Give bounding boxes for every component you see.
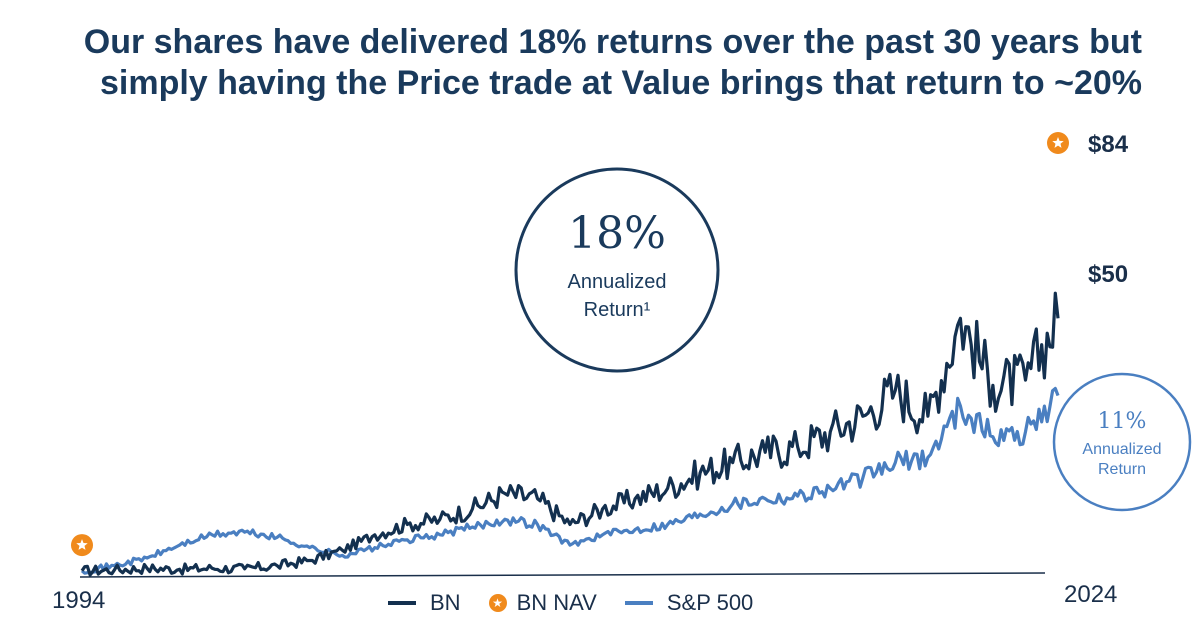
bn-end-value-label: $50 — [1088, 261, 1128, 288]
chart-legend: BN ★ BN NAV S&P 500 — [388, 590, 781, 616]
sp-callout-pct: 11% — [1098, 409, 1147, 434]
sp-callout-circle — [1052, 372, 1192, 512]
bn-return-callout: 18% Annualized Return¹ — [514, 167, 720, 373]
nav-end-value-label: $84 — [1088, 131, 1129, 158]
bn-callout-line2: Return¹ — [584, 299, 651, 321]
title-line-1: Our shares have delivered 18% returns ov… — [83, 23, 1142, 61]
legend-item-sp500: S&P 500 — [624, 590, 754, 616]
title-line-2: simply having the Price trade at Value b… — [99, 64, 1142, 102]
sp500-return-callout: 11% Annualized Return — [1052, 372, 1192, 512]
star-icon: ★ — [488, 594, 507, 612]
legend-bn-label: BN — [430, 590, 461, 615]
star-icon — [1052, 137, 1064, 148]
x-axis-line — [79, 572, 1046, 578]
bn-callout-line1: Annualized — [568, 271, 667, 293]
sp500-series-line — [80, 386, 1060, 575]
star-icon — [76, 539, 88, 550]
bn-callout-pct: 18% — [568, 208, 666, 259]
legend-sp500-label: S&P 500 — [666, 590, 754, 615]
sp-callout-line1: Annualized — [1082, 441, 1161, 458]
x-tick-end: 2024 — [1064, 581, 1117, 608]
chart-title: Our shares have delivered 18% returns ov… — [22, 22, 1142, 104]
bn-callout-circle — [514, 167, 720, 373]
legend-item-bn: BN — [388, 590, 461, 616]
bn-nav-start-marker — [71, 534, 93, 557]
legend-bn-swatch — [388, 601, 416, 605]
bn-series-line — [80, 291, 1060, 577]
bn-nav-end-marker — [1047, 132, 1069, 154]
legend-item-bn-nav: ★ BN NAV — [488, 590, 597, 616]
sp-callout-line2: Return — [1098, 461, 1146, 478]
legend-bn-nav-label: BN NAV — [516, 590, 597, 615]
x-tick-start: 1994 — [52, 587, 105, 614]
legend-sp500-swatch — [624, 601, 653, 605]
